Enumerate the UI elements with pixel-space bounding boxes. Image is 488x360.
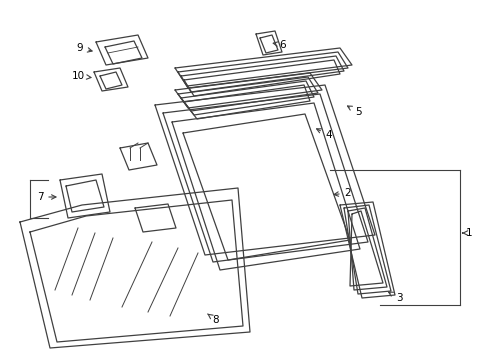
Text: 6: 6 (273, 40, 286, 50)
Text: 7: 7 (37, 192, 56, 202)
Text: 9: 9 (77, 43, 92, 53)
Text: 10: 10 (71, 71, 91, 81)
Text: 2: 2 (333, 188, 350, 198)
Text: 8: 8 (207, 314, 219, 325)
Text: 1: 1 (462, 228, 471, 238)
Text: 3: 3 (387, 292, 402, 303)
Text: 5: 5 (347, 106, 361, 117)
Text: 4: 4 (316, 129, 332, 140)
